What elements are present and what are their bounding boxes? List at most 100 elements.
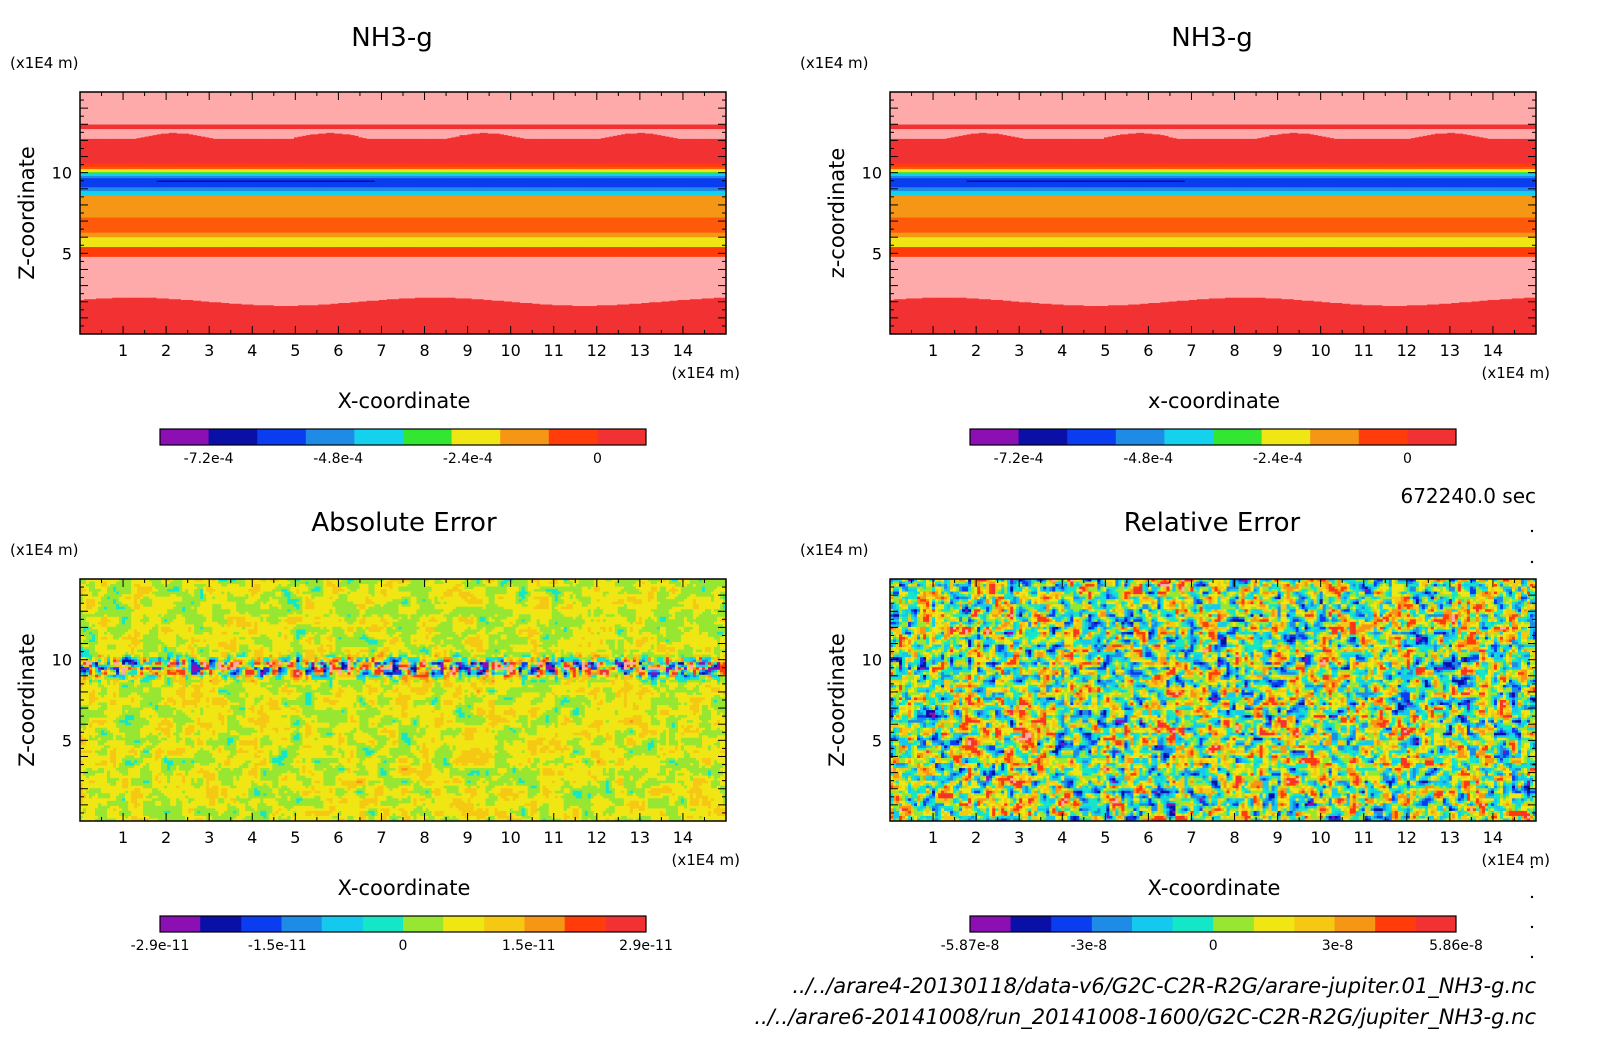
field-cell <box>358 180 364 183</box>
field-cell <box>306 191 311 197</box>
field-cell <box>281 138 287 164</box>
field-cell <box>906 173 911 177</box>
field-cell <box>386 138 392 164</box>
field-cell <box>80 191 85 197</box>
field-cell <box>914 237 919 248</box>
field-cell <box>621 232 626 238</box>
field-cell <box>966 237 972 248</box>
field-cell <box>108 173 113 177</box>
field-cell <box>455 172 461 175</box>
field-cell <box>104 172 109 175</box>
field-cell <box>467 175 473 179</box>
field-cell <box>637 256 642 305</box>
x-tick-label: 1 <box>118 341 128 360</box>
field-cell <box>1003 187 1008 192</box>
field-cell <box>1063 178 1069 182</box>
field-cell <box>986 217 992 234</box>
field-cell <box>257 256 263 306</box>
field-cell <box>902 217 907 234</box>
field-cell <box>1112 173 1117 177</box>
field-cell <box>314 187 319 192</box>
field-cell <box>431 297 436 334</box>
field-cell <box>1136 172 1141 175</box>
field-cell <box>1103 92 1109 126</box>
field-cell <box>1023 247 1028 258</box>
field-cell <box>1051 181 1057 188</box>
field-cell <box>608 163 614 168</box>
field-cell <box>112 178 117 188</box>
field-cell <box>705 138 711 164</box>
field-cell <box>419 166 424 170</box>
field-cell <box>657 173 662 177</box>
field-cell <box>1055 187 1061 192</box>
field-cell <box>487 133 493 164</box>
field-cell <box>108 172 113 175</box>
field-cell <box>906 175 911 179</box>
field-cell <box>633 178 638 188</box>
field-cell <box>1132 217 1137 234</box>
field-cell <box>697 173 703 177</box>
field-cell <box>1136 175 1141 179</box>
field-cell <box>1144 129 1149 135</box>
field-cell <box>898 256 903 300</box>
field-cell <box>1128 124 1133 130</box>
field-cell <box>974 217 980 234</box>
field-cell <box>665 92 671 126</box>
field-cell <box>1140 256 1145 305</box>
field-cell <box>1059 178 1065 182</box>
field-cell <box>487 175 493 179</box>
field-cell <box>261 191 267 197</box>
field-cell <box>625 129 630 135</box>
field-cell <box>588 306 594 334</box>
field-cell <box>1148 175 1154 179</box>
field-cell <box>1035 237 1040 248</box>
field-cell <box>528 232 533 238</box>
field-cell <box>277 247 283 258</box>
field-cell <box>665 124 671 130</box>
field-cell <box>629 303 634 334</box>
field-cell <box>1055 178 1061 182</box>
field-cell <box>338 124 344 130</box>
field-cell <box>1087 92 1093 126</box>
field-cell <box>625 163 630 168</box>
field-cell <box>1091 306 1097 334</box>
field-cell <box>394 124 400 130</box>
field-cell <box>922 92 927 126</box>
field-cell <box>986 247 992 258</box>
field-cell <box>370 180 376 183</box>
field-cell <box>378 129 384 140</box>
field-cell <box>201 172 206 175</box>
field-cell <box>112 217 117 234</box>
field-cell <box>584 306 590 334</box>
field-cell <box>938 297 944 334</box>
field-cell <box>463 191 469 197</box>
x-tick-label: 12 <box>587 341 607 360</box>
field-cell <box>342 302 348 334</box>
field-cell <box>544 166 549 170</box>
field-cell <box>625 133 630 164</box>
field-cell <box>265 92 271 126</box>
field-cell <box>1148 217 1154 234</box>
plot-area <box>80 92 726 334</box>
field-cell <box>140 297 146 334</box>
field-cell <box>120 173 126 177</box>
field-cell <box>269 166 275 170</box>
field-cell <box>641 132 646 164</box>
field-cell <box>906 232 911 238</box>
field-cell <box>176 299 182 334</box>
field-cell <box>124 173 130 177</box>
field-cell <box>1075 247 1081 258</box>
field-cell <box>310 169 315 173</box>
field-cell <box>1091 172 1097 175</box>
field-cell <box>245 169 251 173</box>
field-cell <box>483 92 489 126</box>
field-cell <box>661 187 667 192</box>
field-cell <box>189 134 194 164</box>
field-cell <box>637 92 642 126</box>
field-cell <box>970 232 976 238</box>
field-cell <box>289 256 295 307</box>
field-cell <box>298 237 303 248</box>
field-cell <box>310 178 315 182</box>
field-cell <box>645 195 650 219</box>
field-cell <box>100 173 105 177</box>
